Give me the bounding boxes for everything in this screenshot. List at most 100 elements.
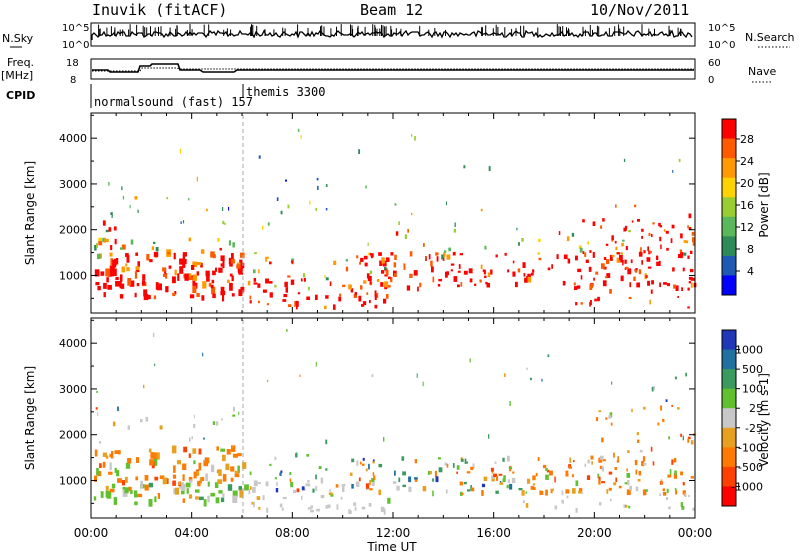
range-cell <box>325 439 328 445</box>
range-cell <box>293 489 297 494</box>
range-cell <box>124 476 128 483</box>
range-cell <box>95 282 100 286</box>
range-cell <box>376 293 379 298</box>
range-cell <box>677 407 680 410</box>
range-cell <box>150 452 155 459</box>
range-cell <box>93 496 97 501</box>
range-cell <box>590 283 594 289</box>
range-cell <box>220 286 225 294</box>
range-cell <box>360 257 364 262</box>
range-cell <box>633 276 636 281</box>
range-cell <box>262 225 264 230</box>
range-cell <box>356 460 359 466</box>
freq-tick-top: 18 <box>66 58 79 69</box>
range-cell <box>232 414 236 417</box>
nsky-panel: N.Sky 10^5 10^0 10^5 10^0 N.Search <box>2 22 795 51</box>
range-cell <box>193 471 197 479</box>
range-cell <box>601 437 604 443</box>
range-cell <box>196 262 202 266</box>
range-cell <box>550 489 553 494</box>
range-cell <box>372 459 375 462</box>
range-cell <box>675 285 679 291</box>
range-cell <box>230 466 235 472</box>
range-cell <box>383 437 385 442</box>
range-cell <box>446 254 451 260</box>
range-cell <box>615 477 618 482</box>
range-cell <box>562 280 566 286</box>
range-cell <box>432 478 435 482</box>
range-cell <box>110 212 113 215</box>
range-cell <box>681 287 683 291</box>
range-cell <box>611 254 615 257</box>
range-cell <box>361 506 366 510</box>
range-cell <box>566 236 570 242</box>
velocity-panel: 1000 2000 3000 4000 Slant Range [km] 1000 50… <box>23 317 771 519</box>
range-cell <box>446 201 447 206</box>
range-cell <box>127 425 130 430</box>
range-cell <box>509 483 513 490</box>
range-cell <box>212 270 216 276</box>
range-cell <box>446 271 449 276</box>
nave-tick-top: 60 <box>708 58 721 69</box>
range-cell <box>159 425 163 430</box>
velocity-axes: 1000 2000 3000 4000 <box>59 318 696 518</box>
range-cell <box>561 490 564 496</box>
range-cell <box>622 261 624 266</box>
range-cell <box>200 262 203 268</box>
range-cell <box>187 273 192 280</box>
range-cell <box>192 285 197 294</box>
range-cell <box>416 373 418 378</box>
range-cell <box>354 292 357 296</box>
nsky-label: N.Sky <box>2 32 34 45</box>
range-cell <box>237 453 242 457</box>
range-cell <box>480 264 483 269</box>
range-cell <box>625 505 628 508</box>
range-cell <box>196 176 198 182</box>
range-cell <box>561 499 564 504</box>
range-cell <box>645 275 648 278</box>
range-cell <box>307 286 310 291</box>
range-cell <box>342 284 346 288</box>
nsearch-label: N.Search <box>745 31 795 44</box>
range-cell <box>152 332 155 338</box>
range-cell <box>117 406 119 412</box>
range-cell <box>189 294 195 299</box>
range-cell <box>325 277 329 281</box>
range-cell <box>368 503 372 507</box>
range-cell <box>309 200 311 205</box>
range-cell <box>527 478 531 484</box>
range-cell <box>275 488 279 493</box>
range-cell <box>183 446 188 453</box>
range-cell <box>688 276 693 280</box>
range-cell <box>324 275 326 278</box>
range-cell <box>617 456 619 460</box>
range-cell <box>341 484 346 487</box>
range-cell <box>258 507 261 510</box>
range-cell <box>98 241 103 246</box>
range-cell <box>684 492 687 497</box>
range-cell <box>532 475 536 481</box>
range-cell <box>453 228 456 233</box>
range-cell <box>647 266 652 269</box>
range-cell <box>362 463 365 466</box>
range-cell <box>459 253 463 256</box>
range-cell <box>129 280 135 287</box>
range-cell <box>287 275 291 278</box>
range-cell <box>649 250 652 254</box>
freq-frame <box>90 58 696 80</box>
range-cell <box>573 282 576 286</box>
range-cell <box>640 247 642 252</box>
range-cell <box>672 267 675 272</box>
range-cell <box>163 273 166 277</box>
range-cell <box>301 495 303 500</box>
range-cell <box>606 273 611 278</box>
colorbar-swatch <box>722 158 736 179</box>
range-cell <box>253 269 256 274</box>
range-cell <box>350 288 354 293</box>
range-cell <box>588 266 592 272</box>
range-cell <box>204 457 210 464</box>
range-cell <box>328 489 332 492</box>
range-cell <box>673 473 677 479</box>
range-cell <box>195 496 199 500</box>
range-cell <box>201 295 205 301</box>
